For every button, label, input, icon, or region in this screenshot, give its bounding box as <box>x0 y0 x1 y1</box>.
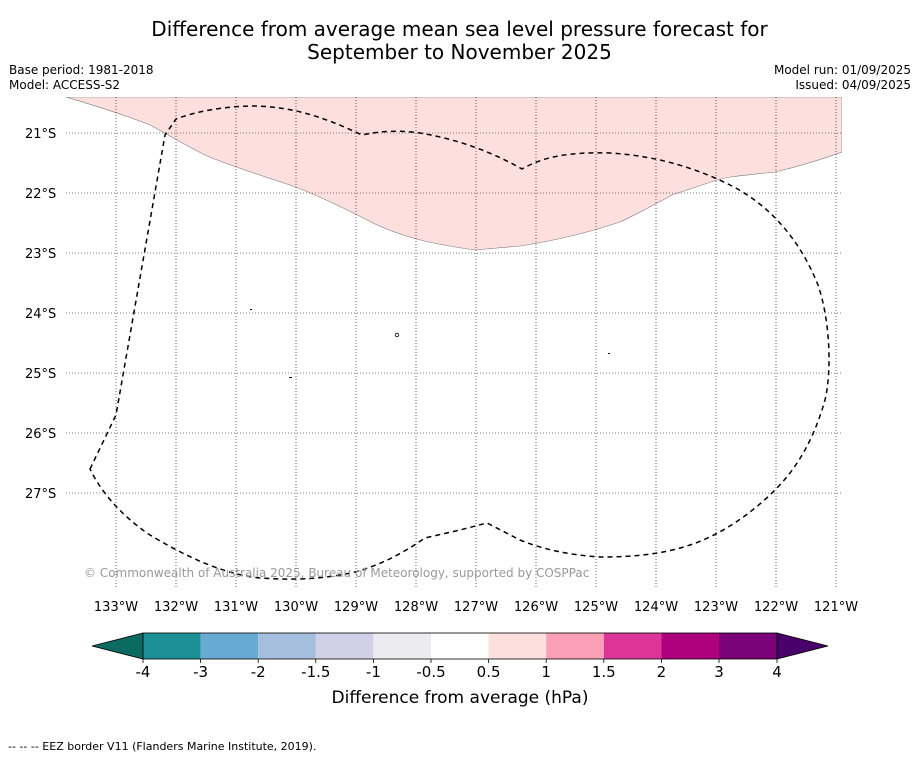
colorbar-segment <box>719 633 777 659</box>
meta-right: Model run: 01/09/2025 Issued: 04/09/2025 <box>774 63 911 93</box>
lon-label: 122°W <box>754 600 798 615</box>
copyright-text: © Commonwealth of Australia 2025, Bureau… <box>84 566 589 580</box>
lon-label: 121°W <box>814 600 858 615</box>
lon-label: 124°W <box>634 600 678 615</box>
chart-title: Difference from average mean sea level p… <box>0 18 919 64</box>
colorbar-segment <box>431 633 489 659</box>
lat-label: 26°S <box>25 427 56 442</box>
base-period-text: Base period: 1981-2018 <box>9 63 154 77</box>
colorbar-tick-label: 3 <box>714 663 724 681</box>
colorbar-segment <box>143 633 201 659</box>
lon-label: 127°W <box>454 600 498 615</box>
colorbar-tick-label: -4 <box>136 663 151 681</box>
colorbar-segment <box>546 633 604 659</box>
lon-label: 125°W <box>574 600 618 615</box>
lat-label: 23°S <box>25 247 56 262</box>
model-text: Model: ACCESS-S2 <box>9 78 121 92</box>
colorbar-tick-label: 1.5 <box>592 663 616 681</box>
colorbar-tick-label: 2 <box>657 663 667 681</box>
colorbar-segment-high-extend <box>776 632 829 660</box>
lon-label: 133°W <box>94 600 138 615</box>
colorbar-ticks <box>142 659 778 663</box>
lat-label: 21°S <box>25 127 56 142</box>
title-line-1: Difference from average mean sea level p… <box>151 17 768 41</box>
colorbar-tick-label: -3 <box>193 663 208 681</box>
colorbar-segment <box>661 633 719 659</box>
lat-label: 25°S <box>25 367 56 382</box>
eez-border <box>89 105 830 580</box>
lon-label: 126°W <box>514 600 558 615</box>
positive-anomaly-region <box>66 97 842 251</box>
colorbar-segment <box>373 633 431 659</box>
lon-label: 130°W <box>274 600 318 615</box>
issued-text: Issued: 04/09/2025 <box>795 78 911 92</box>
lon-label: 128°W <box>394 600 438 615</box>
lon-label: 123°W <box>694 600 738 615</box>
colorbar: -4 -3 -2 -1.5 -1 -0.5 0.5 1 1.5 2 3 4 Di… <box>91 632 829 708</box>
colorbar-tick-label: -2 <box>251 663 266 681</box>
lat-label: 22°S <box>25 187 56 202</box>
lon-label: 132°W <box>154 600 198 615</box>
meta-left: Base period: 1981-2018 Model: ACCESS-S2 <box>9 63 154 93</box>
colorbar-tick-label: 1 <box>541 663 551 681</box>
colorbar-label: Difference from average (hPa) <box>332 688 589 708</box>
island-markers <box>250 309 610 378</box>
colorbar-segment <box>603 633 662 659</box>
model-run-text: Model run: 01/09/2025 <box>773 63 911 77</box>
lat-label: 24°S <box>25 307 56 322</box>
longitude-labels: 133°W 132°W 131°W 130°W 129°W 128°W 127°… <box>94 600 858 615</box>
latitude-labels: 21°S 22°S 23°S 24°S 25°S 26°S 27°S <box>25 127 56 502</box>
title-line-2: September to November 2025 <box>307 40 612 64</box>
colorbar-tick-label: 0.5 <box>477 663 501 681</box>
colorbar-tick-label: -1 <box>366 663 381 681</box>
colorbar-segment <box>258 633 316 659</box>
colorbar-segment <box>488 633 547 659</box>
lon-label: 131°W <box>214 600 258 615</box>
colorbar-tick-label: 4 <box>772 663 782 681</box>
lat-label: 27°S <box>25 487 56 502</box>
lon-label: 129°W <box>334 600 378 615</box>
colorbar-tick-label: -0.5 <box>416 663 445 681</box>
colorbar-tick-label: -1.5 <box>301 663 330 681</box>
colorbar-segment <box>315 633 374 659</box>
colorbar-segment-low-extend <box>91 632 144 660</box>
eez-legend-footnote: -- -- -- EEZ border V11 (Flanders Marine… <box>8 740 317 753</box>
colorbar-segment <box>200 633 259 659</box>
